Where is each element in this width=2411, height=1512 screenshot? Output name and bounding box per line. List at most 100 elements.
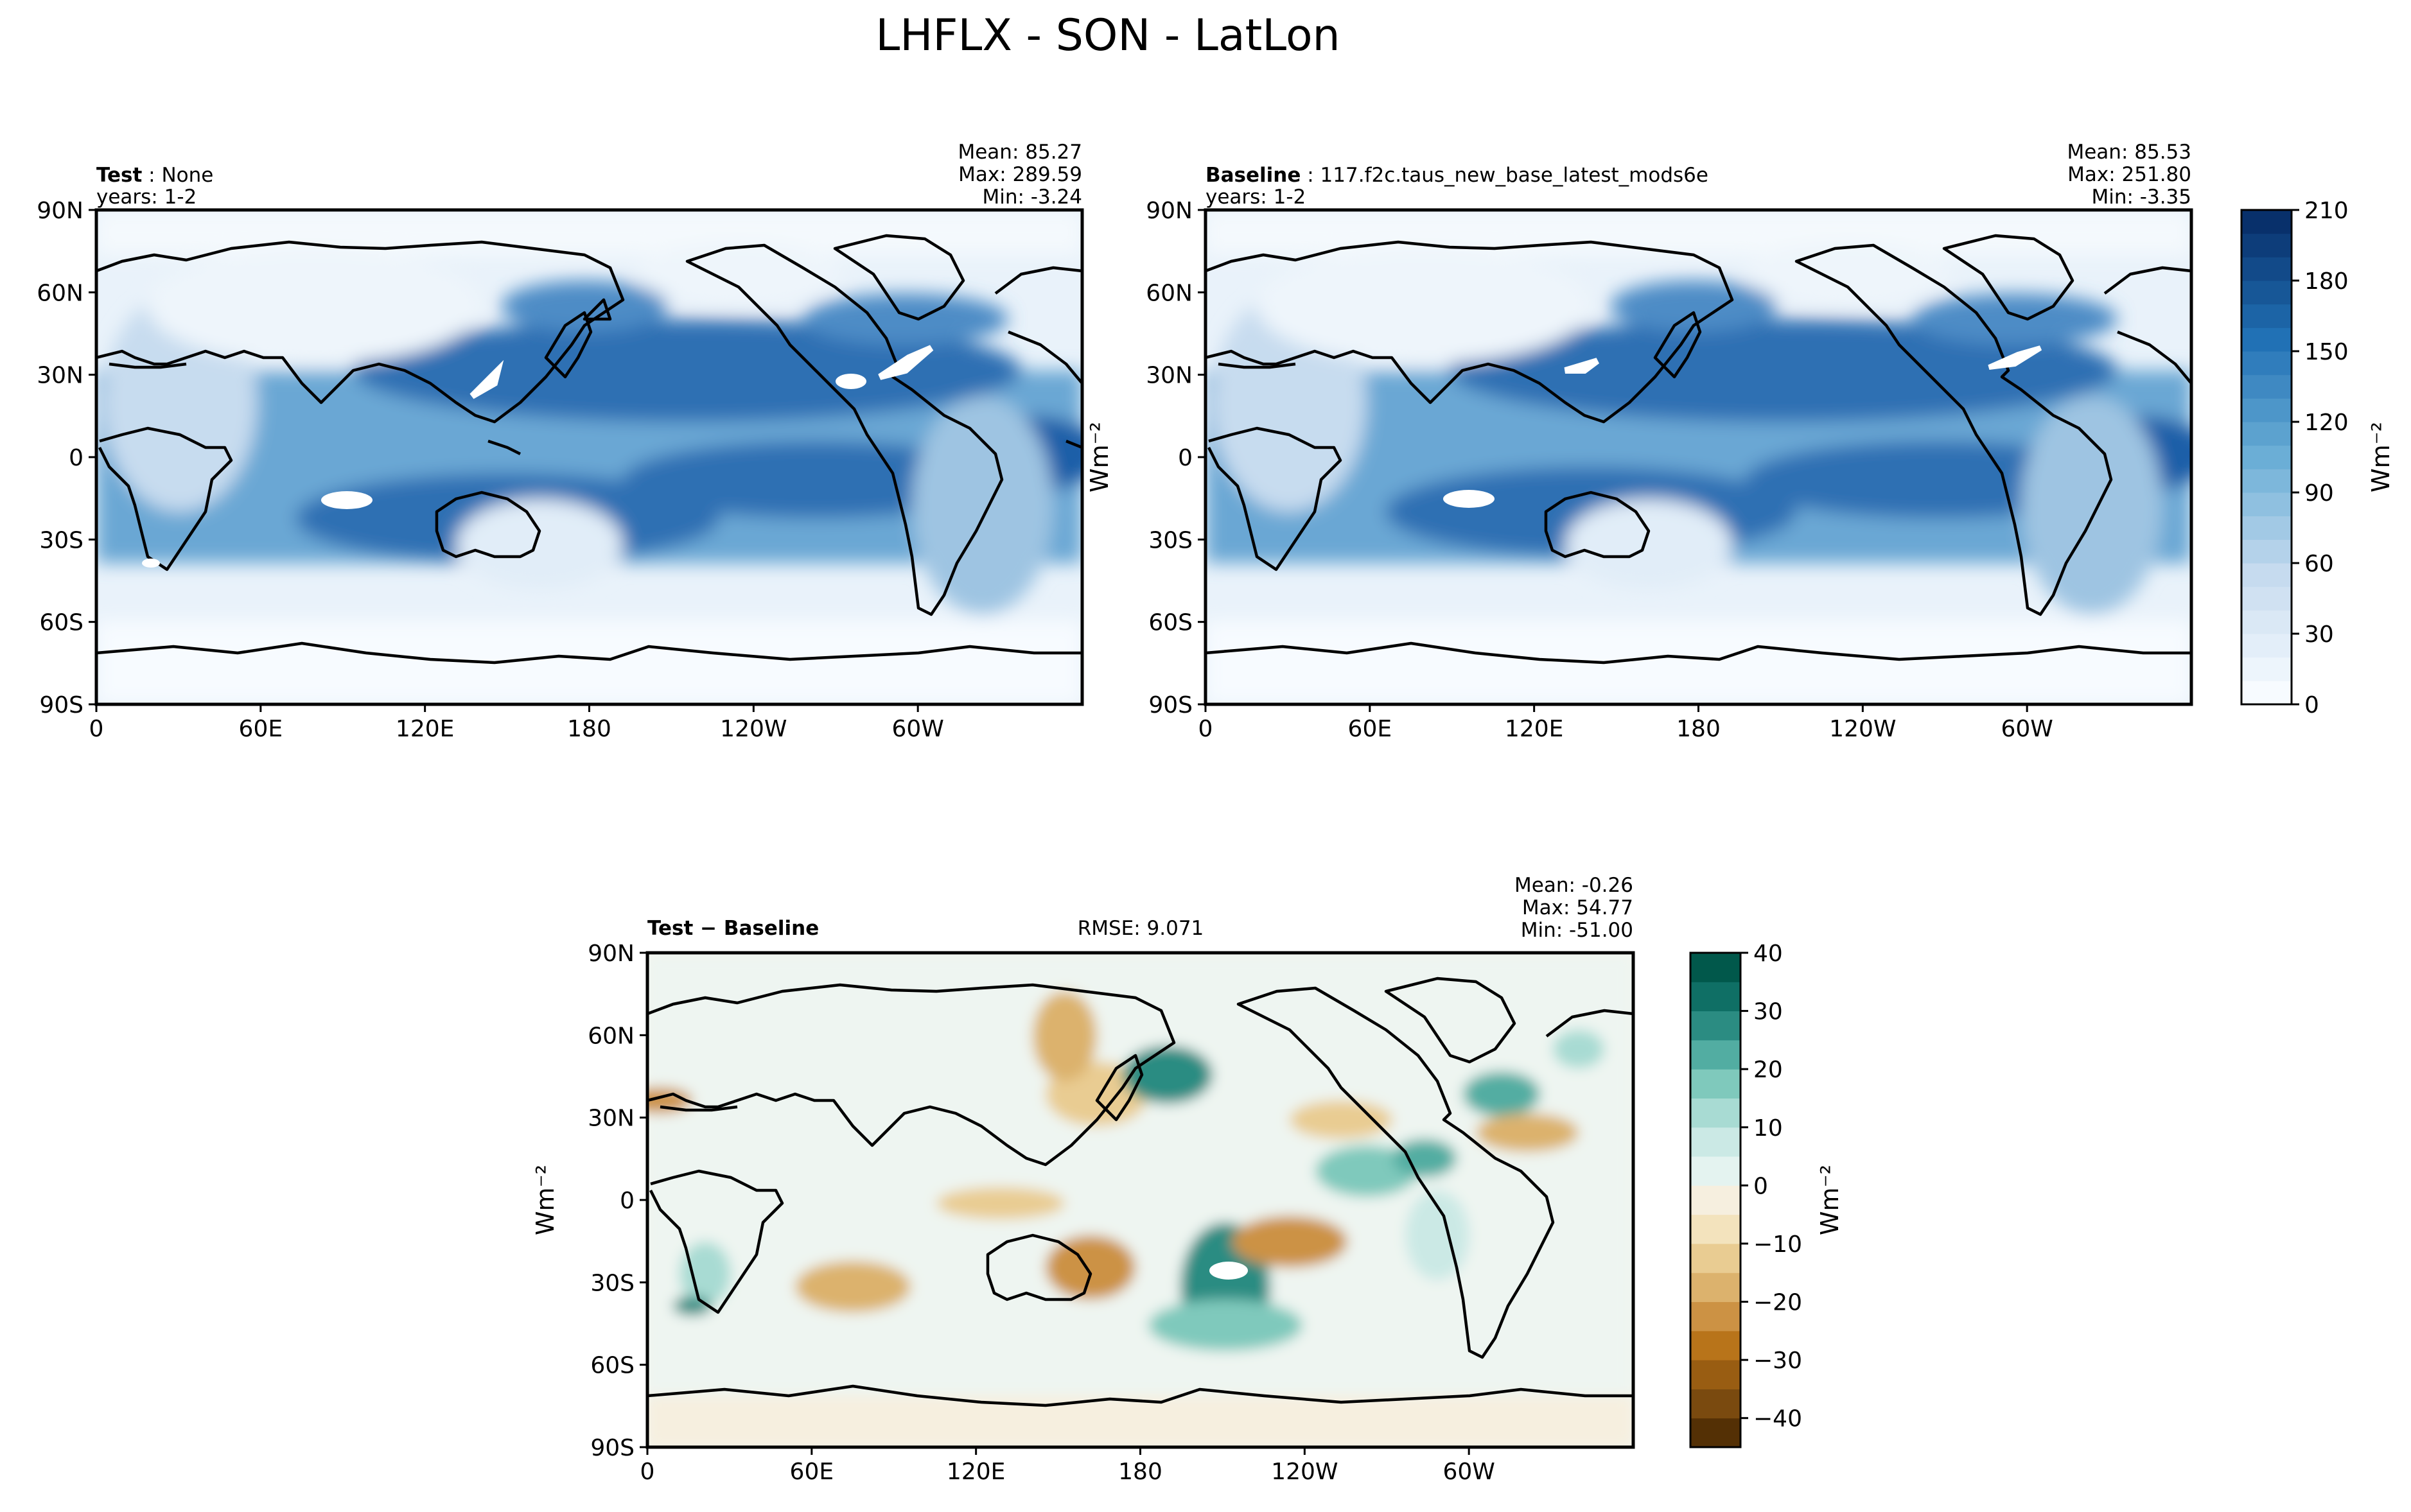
difference-rmse: RMSE: 9.071 xyxy=(1078,917,1204,940)
y-tick-label: 60N xyxy=(37,280,83,306)
y-tick-label: 90N xyxy=(37,198,83,224)
colorbar-band xyxy=(2241,374,2292,399)
colorbar-band xyxy=(1690,1156,1740,1186)
test-stat-mean: Mean: 85.27 xyxy=(958,141,1082,164)
colorbar-band xyxy=(1690,1127,1740,1157)
y-tick-label: 30N xyxy=(37,363,83,389)
colorbar-tick-label: 40 xyxy=(1753,941,1783,967)
colorbar-band xyxy=(1690,1301,1740,1332)
colorbar-band xyxy=(1690,1389,1740,1419)
colorbar-tick-label: 10 xyxy=(1753,1115,1783,1142)
colorbar-band xyxy=(2241,351,2292,376)
x-tick-label: 60W xyxy=(2001,716,2053,742)
colorbar-band xyxy=(2241,634,2292,658)
y-tick-label: 30S xyxy=(1148,527,1193,553)
colorbar-tick-label: 210 xyxy=(2304,198,2349,224)
baseline-panel-label: Baseline : 117.f2c.taus_new_base_latest_… xyxy=(1206,164,1708,187)
x-tick-label: 120W xyxy=(1271,1459,1338,1485)
difference-stat-max: Max: 54.77 xyxy=(1522,896,1633,919)
difference-map-field xyxy=(647,953,1633,1447)
colorbar-band xyxy=(1690,1360,1740,1389)
y-tick-label: 30S xyxy=(39,527,83,553)
colorbar-band xyxy=(2241,657,2292,681)
colorbar-tick-label: −10 xyxy=(1753,1231,1802,1258)
y-tick-label: 30N xyxy=(1146,363,1193,389)
y-tick-label: 30N xyxy=(588,1106,635,1132)
test-stat-min: Min: -3.24 xyxy=(982,186,1082,209)
y-tick-label: 0 xyxy=(69,445,83,471)
x-tick-label: 120E xyxy=(947,1459,1005,1485)
difference-panel-label: Test − Baseline xyxy=(647,917,819,940)
y-tick-label: 90N xyxy=(588,941,635,967)
x-tick-label: 0 xyxy=(1198,716,1213,742)
x-tick-label: 120E xyxy=(1505,716,1563,742)
colorbar-band xyxy=(1690,1011,1740,1041)
panel-test: 0 60E 120E 180 120W 60W 90N 60N 30N 0 30S 60S 90S Te… xyxy=(37,141,1084,742)
x-tick-label: 60E xyxy=(1348,716,1392,742)
x-tick-label: 0 xyxy=(89,716,104,742)
colorbar-band xyxy=(2241,210,2292,234)
colorbar-sequential: 0 30 60 90 120 150 180 210 xyxy=(2240,198,2349,718)
test-years: years: 1-2 xyxy=(96,186,197,209)
colorbar-band xyxy=(1690,1214,1740,1244)
x-tick-label: 180 xyxy=(567,716,611,742)
colorbar-band xyxy=(2241,445,2292,469)
test-panel-label: Test : None xyxy=(96,164,213,187)
y-tick-label: 30S xyxy=(590,1270,635,1296)
difference-stat-mean: Mean: -0.26 xyxy=(1514,874,1633,897)
x-tick-label: 120E xyxy=(396,716,454,742)
colorbar-band xyxy=(1690,1330,1740,1360)
baseline-stat-min: Min: -3.35 xyxy=(2091,186,2191,209)
figure-title: LHFLX - SON - LatLon xyxy=(875,10,1340,61)
colorbar-tick-label: 0 xyxy=(2304,692,2319,718)
colorbar-band xyxy=(2241,539,2292,564)
y-tick-label: 60S xyxy=(39,610,83,636)
colorbar-tick-label: 150 xyxy=(2304,339,2349,365)
y-tick-label: 60N xyxy=(1146,280,1193,306)
baseline-stat-max: Max: 251.80 xyxy=(2067,163,2191,186)
colorbar-tick-label: 30 xyxy=(2304,621,2334,648)
colorbar-band xyxy=(1690,1243,1740,1273)
colorbar-tick-label: 180 xyxy=(2304,268,2349,295)
y-tick-label: 90S xyxy=(39,692,83,718)
colorbar-band xyxy=(1690,982,1740,1012)
colorbar-band xyxy=(2241,516,2292,540)
colorbar-tick-label: −30 xyxy=(1753,1348,1802,1374)
colorbar-tick-label: 90 xyxy=(2304,480,2334,507)
colorbar-band xyxy=(1690,1069,1740,1099)
baseline-years: years: 1-2 xyxy=(1206,186,1306,209)
x-tick-label: 180 xyxy=(1676,716,1721,742)
colorbar-tick-label: −40 xyxy=(1753,1406,1802,1432)
panel-difference: 0 60E 120E 180 120W 60W 90N 60N 30N 0 30S 60S 90S Te… xyxy=(588,874,1635,1485)
colorbar-tick-label: 30 xyxy=(1753,999,1783,1025)
y-tick-label: 90S xyxy=(590,1435,635,1461)
x-tick-label: 60W xyxy=(891,716,943,742)
colorbar-diverging: 40 30 20 10 0 −10 −20 −30 −40 xyxy=(1689,941,1802,1448)
x-tick-label: 60E xyxy=(790,1459,834,1485)
colorbar-band xyxy=(2241,327,2292,352)
colorbar-diverging-label: Wm⁻² xyxy=(1816,1165,1844,1235)
panel-baseline: 0 60E 120E 180 120W 60W 90N 60N 30N 0 30S 60S 90S Ba… xyxy=(1146,141,2193,742)
colorbar-tick-label: 20 xyxy=(1753,1057,1783,1083)
colorbar-band xyxy=(1690,1185,1740,1215)
colorbar-tick-label: 0 xyxy=(1753,1173,1768,1199)
colorbar-band xyxy=(2241,492,2292,517)
y-tick-label: 0 xyxy=(620,1188,635,1214)
colorbar-band xyxy=(2241,586,2292,611)
colorbar-band xyxy=(2241,610,2292,634)
y-tick-label: 0 xyxy=(1178,445,1193,471)
y-tick-label: 60S xyxy=(590,1353,635,1379)
y-tick-label: 60N xyxy=(588,1023,635,1049)
colorbar-band xyxy=(1690,1039,1740,1070)
x-tick-label: 120W xyxy=(1829,716,1896,742)
colorbar-band xyxy=(2241,422,2292,446)
y-tick-label: 60S xyxy=(1148,610,1193,636)
y-tick-label: 90S xyxy=(1148,692,1193,718)
colorbar-band xyxy=(2241,469,2292,493)
colorbar-band xyxy=(2241,281,2292,305)
baseline-stat-mean: Mean: 85.53 xyxy=(2067,141,2191,164)
x-tick-label: 180 xyxy=(1118,1459,1162,1485)
colorbar-band xyxy=(2241,563,2292,587)
colorbar-band xyxy=(1690,1098,1740,1128)
